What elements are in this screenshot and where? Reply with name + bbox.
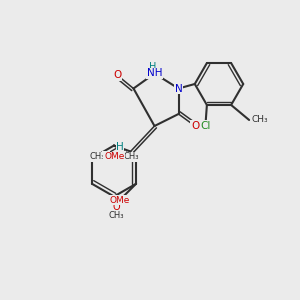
Text: OMe: OMe — [104, 152, 124, 161]
Text: CH₃: CH₃ — [89, 152, 105, 161]
Text: H: H — [149, 62, 157, 72]
Text: CH₃: CH₃ — [123, 152, 139, 161]
Text: O: O — [118, 152, 126, 162]
Text: CH₃: CH₃ — [251, 116, 268, 124]
Text: O: O — [113, 202, 120, 212]
Text: N: N — [175, 83, 182, 94]
Text: NH: NH — [147, 68, 162, 79]
Text: OMe: OMe — [103, 152, 124, 161]
Text: Cl: Cl — [200, 121, 211, 131]
Text: CH₃: CH₃ — [109, 212, 124, 220]
Text: O: O — [102, 152, 110, 162]
Text: O: O — [191, 121, 199, 131]
Text: H: H — [116, 142, 124, 152]
Text: OMe: OMe — [110, 196, 130, 205]
Text: O: O — [113, 70, 121, 80]
